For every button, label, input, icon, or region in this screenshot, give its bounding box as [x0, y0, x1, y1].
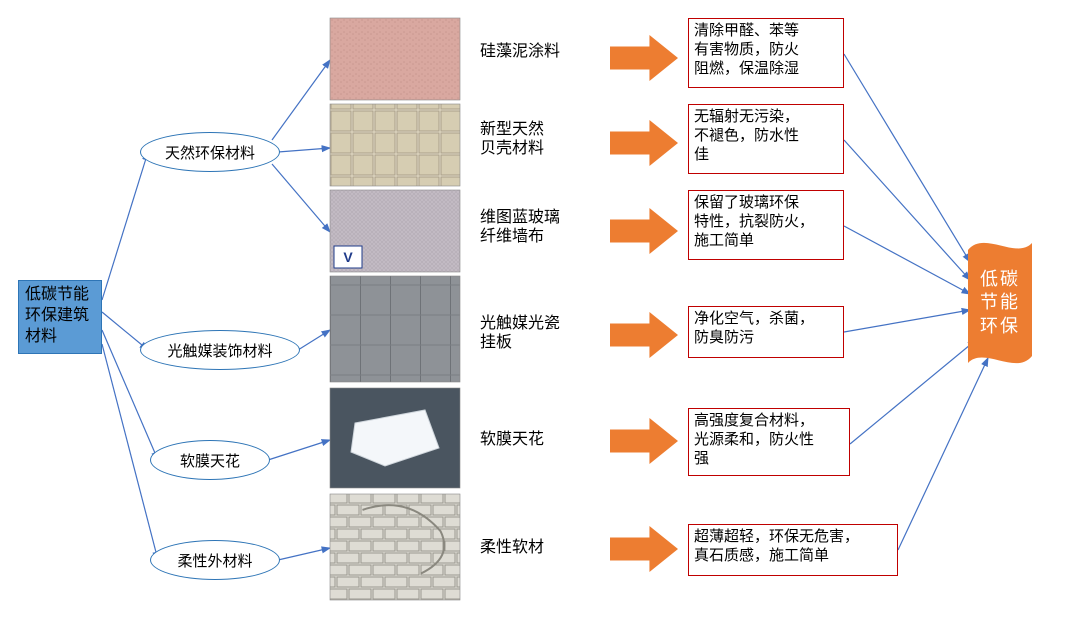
- material-desc-5: 超薄超轻，环保无危害， 真石质感，施工简单: [688, 524, 898, 576]
- material-image-1: [330, 104, 460, 186]
- material-image-3: [330, 276, 460, 382]
- material-label-1: 新型天然 贝壳材料: [480, 120, 580, 164]
- material-desc-3: 净化空气，杀菌， 防臭防污: [688, 306, 844, 358]
- material-desc-0: 清除甲醛、苯等 有害物质，防火 阻燃，保温除湿: [688, 18, 844, 88]
- material-image-2: [330, 190, 460, 272]
- category-0: 天然环保材料: [140, 132, 280, 172]
- arrow-4: [610, 418, 678, 464]
- material-desc-1: 无辐射无污染， 不褪色，防水性 佳: [688, 104, 844, 174]
- material-label-0: 硅藻泥涂料: [480, 42, 590, 66]
- arrow-2: [610, 208, 678, 254]
- material-label-3: 光触媒光瓷 挂板: [480, 314, 590, 358]
- root-node: 低碳节能 环保建筑 材料: [18, 280, 102, 354]
- material-image-0: [330, 18, 460, 100]
- material-label-5: 柔性软材: [480, 538, 580, 562]
- arrow-5: [610, 526, 678, 572]
- category-3: 柔性外材料: [150, 540, 280, 580]
- goal-node-label: 低碳 节能 环保: [968, 248, 1032, 358]
- arrow-3: [610, 312, 678, 358]
- material-desc-4: 高强度复合材料， 光源柔和，防火性 强: [688, 408, 850, 476]
- arrow-1: [610, 120, 678, 166]
- category-2: 软膜天花: [150, 440, 270, 480]
- material-label-2: 维图蓝玻璃 纤维墙布: [480, 208, 590, 252]
- material-desc-2: 保留了玻璃环保 特性，抗裂防火， 施工简单: [688, 190, 844, 260]
- connections-layer: V: [0, 0, 1080, 618]
- material-label-4: 软膜天花: [480, 430, 580, 454]
- category-1: 光触媒装饰材料: [140, 330, 300, 370]
- material-image-4: [330, 388, 460, 488]
- material-image-5: [330, 494, 460, 600]
- svg-text:V: V: [343, 249, 353, 265]
- arrow-0: [610, 35, 678, 81]
